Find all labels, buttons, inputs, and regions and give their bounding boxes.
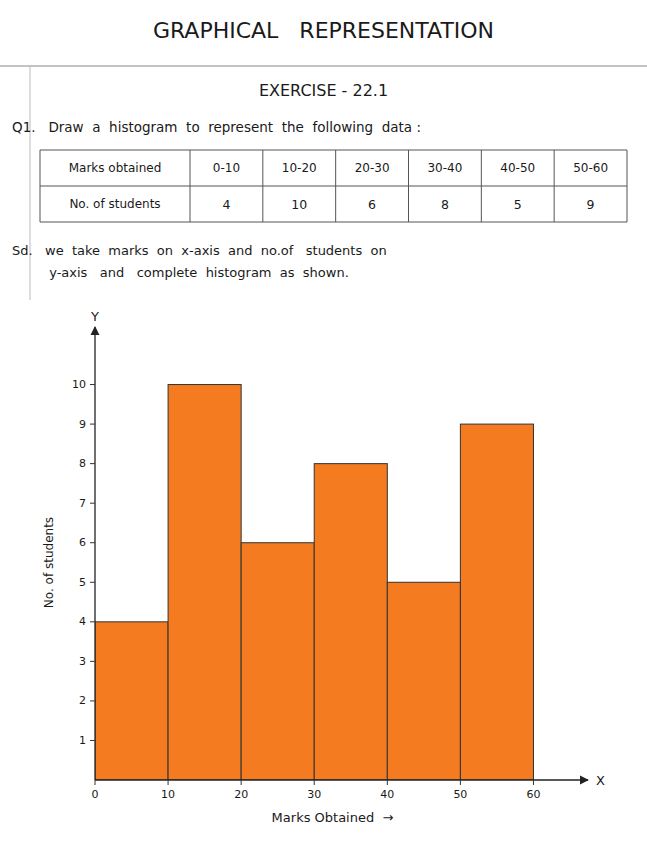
x-axis-end-label: X xyxy=(596,773,605,788)
table-cell: 6 xyxy=(368,197,376,212)
histogram-bar xyxy=(387,582,460,780)
histogram-bar xyxy=(241,543,314,780)
table-rule xyxy=(40,186,627,187)
y-tick-label: 5 xyxy=(79,576,86,589)
table-cell: 5 xyxy=(514,197,522,212)
histogram-bar xyxy=(95,622,168,780)
table-rule xyxy=(554,150,555,222)
y-tick xyxy=(90,424,95,425)
table-cell: 8 xyxy=(441,197,449,212)
histogram-bar xyxy=(460,424,533,780)
subtitle: EXERCISE - 22.1 xyxy=(259,81,388,100)
y-tick-label: 1 xyxy=(79,734,86,747)
x-tick-label: 40 xyxy=(380,788,394,801)
y-tick-label: 2 xyxy=(79,694,86,707)
table-rule xyxy=(40,150,627,151)
x-tick-label: 10 xyxy=(161,788,175,801)
x-tick xyxy=(95,780,96,785)
y-tick-label: 10 xyxy=(72,378,86,391)
table-rule xyxy=(40,150,41,222)
table-cell: 50-60 xyxy=(573,161,608,175)
histogram-bar xyxy=(168,385,241,780)
solution-text: y-axis and complete histogram as shown. xyxy=(12,265,349,280)
axes: 0 10 20 30 40 50 60 1 2 3 4 5 6 7 8 9 10 xyxy=(72,327,588,801)
x-axis-label: Marks Obtained → xyxy=(272,810,394,825)
table-cell: 30-40 xyxy=(427,161,462,175)
solution-text: Sd. we take marks on x-axis and no.of st… xyxy=(12,243,387,258)
title: GRAPHICAL REPRESENTATION xyxy=(153,18,494,43)
y-tick xyxy=(90,621,95,622)
y-tick-label: 6 xyxy=(79,536,86,549)
y-tick xyxy=(90,661,95,662)
histogram-bar xyxy=(314,464,387,780)
question: Q1. Draw a histogram to represent the fo… xyxy=(12,119,421,135)
x-tick-label: 30 xyxy=(307,788,321,801)
table-rule xyxy=(335,150,336,222)
x-tick xyxy=(460,780,461,785)
y-tick-label: 7 xyxy=(79,497,86,510)
y-tick xyxy=(90,542,95,543)
data-table: Marks obtained No. of students 0-10 4 10-20 1… xyxy=(40,150,627,222)
table-header: No. of students xyxy=(69,197,160,211)
table-rule xyxy=(262,150,263,222)
background xyxy=(0,0,647,852)
y-tick xyxy=(90,740,95,741)
y-tick-label: 8 xyxy=(79,457,86,470)
y-tick xyxy=(90,582,95,583)
table-rule xyxy=(40,222,627,223)
y-axis-line xyxy=(94,327,95,780)
y-tick-label: 4 xyxy=(79,615,86,628)
x-tick-label: 20 xyxy=(234,788,248,801)
table-cell: 10-20 xyxy=(282,161,317,175)
table-cell: 20-30 xyxy=(355,161,390,175)
table-cell: 40-50 xyxy=(500,161,535,175)
table-cell: 10 xyxy=(291,197,307,212)
x-tick xyxy=(241,780,242,785)
table-rule xyxy=(627,150,628,222)
table-header: Marks obtained xyxy=(69,161,162,175)
x-tick xyxy=(533,780,534,785)
y-tick xyxy=(90,700,95,701)
chart: GRAPHICAL REPRESENTATION EXERCISE - 22.1 Q… xyxy=(0,0,647,852)
table-cell: 4 xyxy=(222,197,230,212)
x-tick xyxy=(387,780,388,785)
x-axis-line xyxy=(95,779,588,780)
y-tick-label: 3 xyxy=(79,655,86,668)
x-tick xyxy=(314,780,315,785)
separator xyxy=(0,66,647,67)
x-tick xyxy=(168,780,169,785)
table-cell: 0-10 xyxy=(213,161,240,175)
bars xyxy=(95,385,533,780)
x-tick-label: 0 xyxy=(92,788,99,801)
table-rule xyxy=(190,150,191,222)
y-tick xyxy=(90,384,95,385)
table-rule xyxy=(481,150,482,222)
x-tick-label: 50 xyxy=(453,788,467,801)
y-axis-label: No. of students xyxy=(42,517,56,608)
y-tick xyxy=(90,463,95,464)
table-cell: 9 xyxy=(587,197,595,212)
y-tick-label: 9 xyxy=(79,418,86,431)
x-tick-label: 60 xyxy=(526,788,540,801)
y-tick xyxy=(90,503,95,504)
table-rule xyxy=(408,150,409,222)
y-axis-end-label: Y xyxy=(90,309,99,324)
